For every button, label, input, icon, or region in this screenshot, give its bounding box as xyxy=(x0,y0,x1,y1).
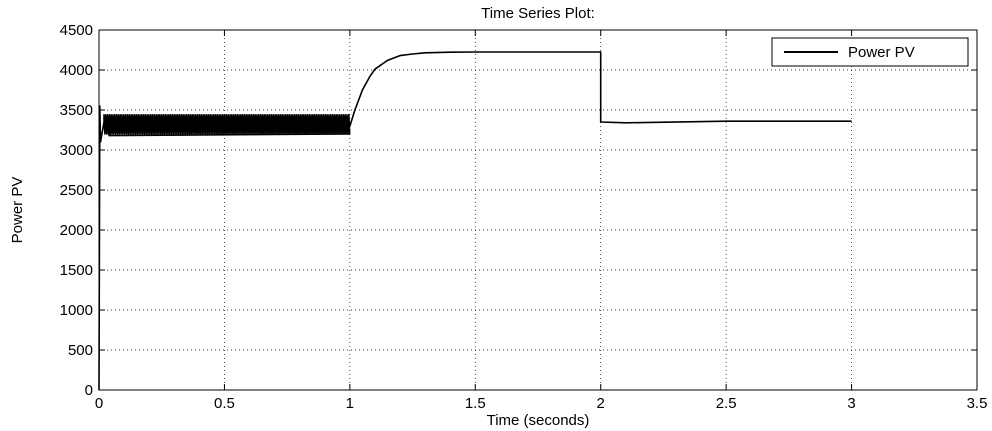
y-tick-label: 1500 xyxy=(60,262,93,279)
y-tick-label: 3500 xyxy=(60,102,93,119)
y-tick-label: 0 xyxy=(85,382,93,399)
x-tick-label: 2.5 xyxy=(716,395,737,412)
y-tick-label: 500 xyxy=(68,342,93,359)
x-tick-label: 1.5 xyxy=(465,395,486,412)
series-layer xyxy=(98,51,852,391)
x-tick-label: 0 xyxy=(95,395,103,412)
chart-title: Time Series Plot: xyxy=(481,5,595,22)
x-tick-label: 3 xyxy=(847,395,855,412)
x-axis-label: Time (seconds) xyxy=(487,412,590,429)
y-tick-label: 2500 xyxy=(60,182,93,199)
x-tick-label: 3.5 xyxy=(967,395,988,412)
y-tick-label: 4000 xyxy=(60,62,93,79)
y-tick-label: 4500 xyxy=(60,22,93,39)
series-line-power-pv xyxy=(98,51,852,391)
axis-ticks: 0 0.5 1 1.5 2 2.5 3 3.5 0 500 1000 1500 2000 2500 3000… xyxy=(60,22,988,412)
y-tick-label: 1000 xyxy=(60,302,93,319)
y-tick-label: 2000 xyxy=(60,222,93,239)
y-axis-label: Power PV xyxy=(9,177,26,244)
legend-label-power-pv: Power PV xyxy=(848,44,915,61)
x-tick-label: 2 xyxy=(597,395,605,412)
legend: Power PV xyxy=(771,37,969,67)
x-tick-label: 0.5 xyxy=(214,395,235,412)
x-tick-label: 1 xyxy=(346,395,354,412)
y-tick-label: 3000 xyxy=(60,142,93,159)
grid xyxy=(99,30,977,390)
plot-area-frame xyxy=(98,29,978,391)
